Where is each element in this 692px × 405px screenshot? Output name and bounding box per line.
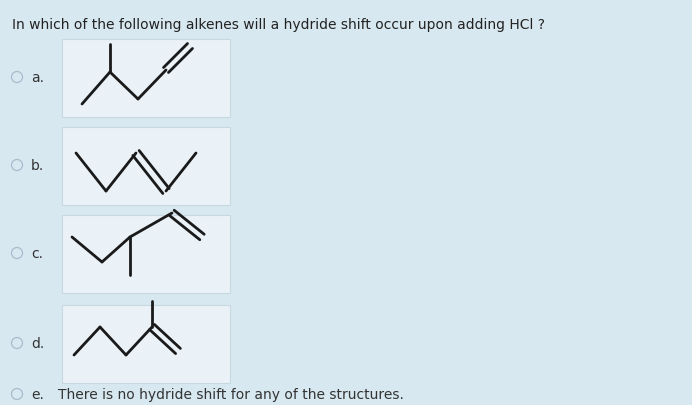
Text: a.: a.: [31, 71, 44, 85]
Circle shape: [12, 72, 23, 83]
FancyBboxPatch shape: [62, 128, 230, 205]
Text: b.: b.: [31, 159, 44, 173]
Text: There is no hydride shift for any of the structures.: There is no hydride shift for any of the…: [58, 387, 404, 401]
Circle shape: [12, 160, 23, 171]
FancyBboxPatch shape: [62, 40, 230, 118]
Circle shape: [12, 338, 23, 349]
Text: d.: d.: [31, 336, 44, 350]
Text: c.: c.: [31, 246, 43, 260]
Text: e.: e.: [31, 387, 44, 401]
FancyBboxPatch shape: [62, 305, 230, 383]
Text: In which of the following alkenes will a hydride shift occur upon adding HCl ?: In which of the following alkenes will a…: [12, 18, 545, 32]
Circle shape: [12, 248, 23, 259]
FancyBboxPatch shape: [62, 215, 230, 293]
Circle shape: [12, 388, 23, 399]
